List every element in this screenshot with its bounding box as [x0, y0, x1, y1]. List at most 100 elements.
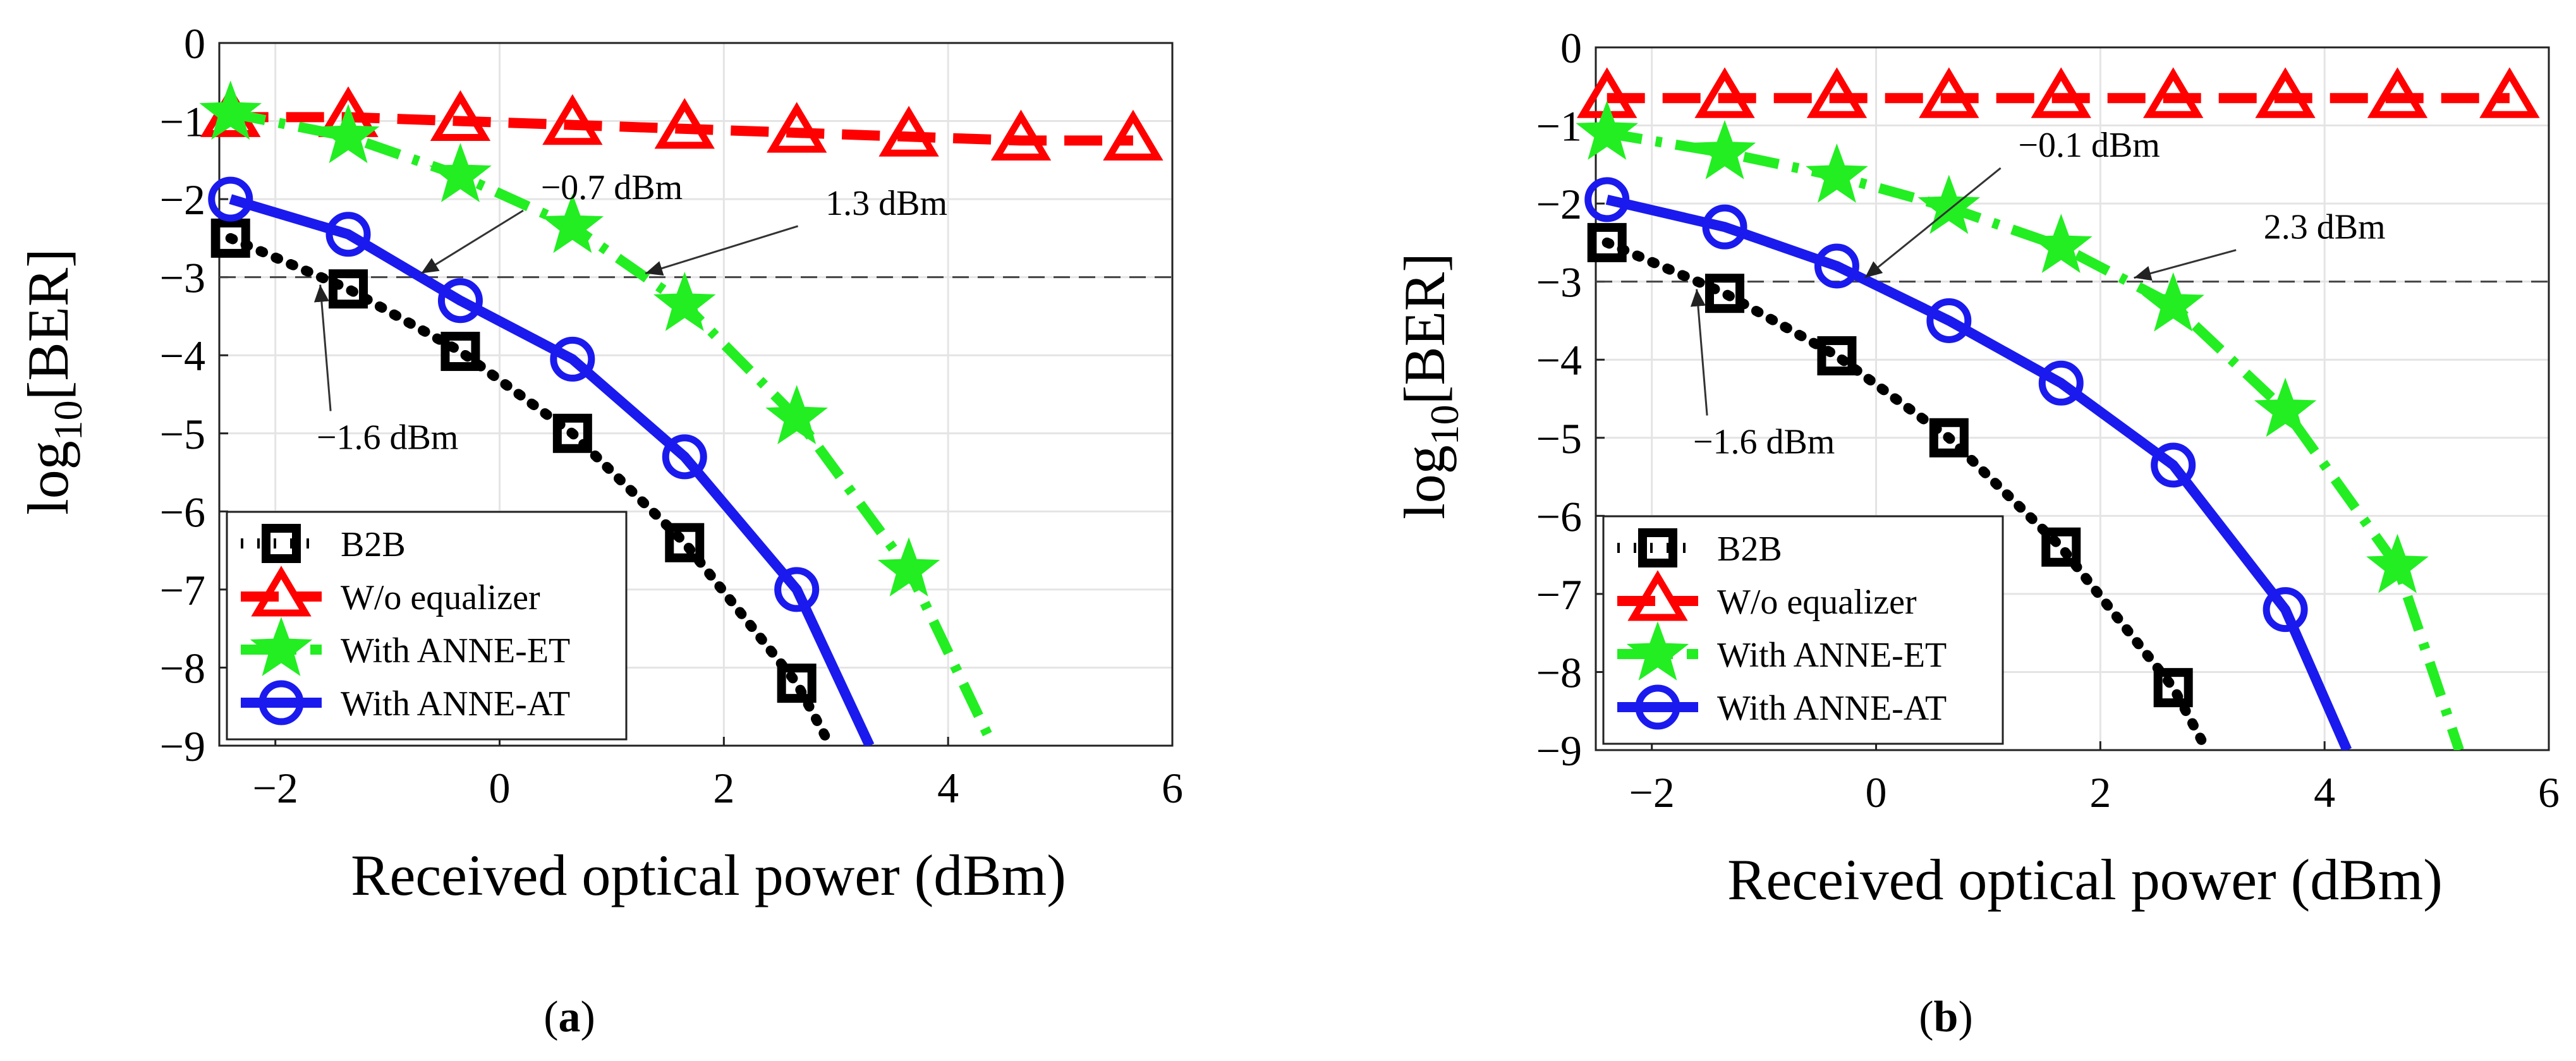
data-point-marker: [541, 193, 604, 253]
data-point-marker: [654, 98, 715, 149]
panel-b: −2 0 2 4 6 0 −1 −2 −3 −4 −5 −6 −7 −8 −9 −0.1 dBm 2.3 dB…: [1392, 24, 2560, 1041]
x-tick-label: −2: [1629, 768, 1675, 816]
y-tick-label: −9: [160, 722, 205, 770]
y-tick-label: −1: [1536, 102, 1582, 150]
y-tick-label: −8: [1536, 648, 1582, 696]
legend-label: With ANNE-AT: [1717, 689, 1947, 728]
data-point-marker: [208, 176, 253, 222]
y-tick-label: −3: [160, 254, 205, 302]
data-point-marker: [2366, 533, 2429, 593]
y-tick-label: −4: [160, 332, 205, 380]
legend-marker: [250, 617, 313, 676]
legend-label: W/o equalizer: [341, 578, 540, 617]
y-tick-label: −5: [160, 410, 205, 458]
data-point-marker: [2038, 360, 2084, 406]
data-point-marker: [210, 218, 250, 258]
annotation-label: −1.6 dBm: [317, 418, 459, 457]
data-point-marker: [1103, 109, 1163, 161]
data-point-marker: [990, 109, 1052, 161]
y-axis-label-rest: [BER]: [1392, 253, 1457, 404]
legend-label: With ANNE-ET: [341, 631, 570, 670]
data-point-marker: [877, 537, 940, 597]
data-point-marker: [317, 104, 380, 164]
x-tick-label: 4: [937, 764, 959, 812]
data-point-marker: [767, 102, 827, 153]
annotation-label: −0.7 dBm: [541, 168, 683, 207]
legend-entry: With ANNE-ET: [1617, 621, 1947, 681]
y-tick-label: −6: [1536, 492, 1582, 540]
x-tick-label: 6: [2538, 768, 2560, 816]
data-point-marker: [325, 212, 371, 257]
data-point-marker: [1584, 177, 1630, 222]
legend-label: B2B: [1717, 530, 1782, 569]
legend-marker: [262, 524, 301, 563]
legend-marker: [258, 680, 304, 725]
series-with-anne-et: [199, 80, 998, 746]
legend-label: With ANNE-ET: [1717, 636, 1947, 675]
data-point-marker: [2255, 67, 2316, 118]
legend-label: B2B: [341, 525, 406, 564]
legend-marker: [1635, 684, 1680, 730]
data-point-marker: [1693, 119, 1756, 179]
data-point-marker: [1917, 174, 1981, 234]
data-point-marker: [2041, 527, 2081, 567]
series-with-anne-at: [1584, 177, 2352, 750]
data-point-marker: [2479, 67, 2540, 118]
y-tick-label: −8: [160, 644, 205, 692]
x-tick-label: 2: [713, 764, 734, 812]
caption-close: ): [1958, 993, 1972, 1041]
x-tick-label: 2: [2089, 768, 2111, 816]
legend-entry: B2B: [1617, 528, 1782, 569]
data-point-marker: [2153, 668, 2193, 708]
data-point-marker: [1806, 143, 1868, 203]
data-point-marker: [653, 272, 716, 331]
y-tick-label: −7: [1536, 571, 1582, 619]
data-point-marker: [878, 106, 939, 157]
y-tick-label: −2: [1536, 180, 1582, 228]
legend-entry: With ANNE-AT: [241, 680, 570, 725]
series-line: [225, 233, 835, 746]
data-point-marker: [1817, 336, 1857, 376]
y-tick-label: −6: [160, 488, 205, 536]
series-line: [229, 194, 875, 746]
data-point-marker: [1702, 204, 1747, 250]
data-point-marker: [437, 278, 483, 324]
y-tick-label: −4: [1536, 336, 1582, 384]
data-point-marker: [429, 143, 492, 203]
legend-label: W/o equalizer: [1717, 583, 1917, 622]
y-tick-label: 0: [1560, 24, 1582, 72]
data-point-marker: [550, 336, 595, 382]
y-axis-label: log10[BER]: [1392, 253, 1467, 519]
data-point-marker: [199, 80, 262, 140]
data-point-marker: [2143, 67, 2204, 118]
annotation-arrow: [420, 209, 524, 274]
x-tick-label: −2: [253, 764, 298, 812]
caption-letter: a: [559, 993, 581, 1041]
data-point-marker: [2029, 214, 2093, 274]
data-point-marker: [1814, 243, 1859, 289]
series-with-anne-et: [1576, 100, 2464, 750]
data-point-marker: [2142, 272, 2204, 332]
annotation-label: −1.6 dBm: [1693, 422, 1835, 461]
legend-entry: With ANNE-AT: [1617, 684, 1947, 730]
x-tick-label: 0: [1866, 768, 1887, 816]
annotation-arrow: [2134, 249, 2237, 281]
legend-entry: With ANNE-ET: [241, 617, 570, 676]
y-axis-label-main: log: [16, 440, 80, 515]
data-point-marker: [765, 385, 828, 445]
data-point-marker: [662, 434, 707, 480]
y-tick-label: −9: [1536, 727, 1582, 775]
data-point-marker: [774, 567, 820, 612]
y-tick-label: −5: [1536, 415, 1582, 463]
x-tick-label: 4: [2314, 768, 2335, 816]
caption-open: (: [1919, 993, 1933, 1041]
data-point-marker: [2031, 67, 2091, 118]
data-point-marker: [777, 664, 817, 703]
y-axis-label-subscript: 10: [46, 400, 90, 440]
annotation-arrow: [313, 284, 332, 411]
legend-entry: W/o equalizer: [241, 566, 540, 617]
series-line: [229, 108, 998, 746]
series-line: [1601, 237, 2212, 750]
x-axis-label: Received optical power (dBm): [351, 843, 1066, 907]
legend-marker: [1638, 528, 1677, 567]
